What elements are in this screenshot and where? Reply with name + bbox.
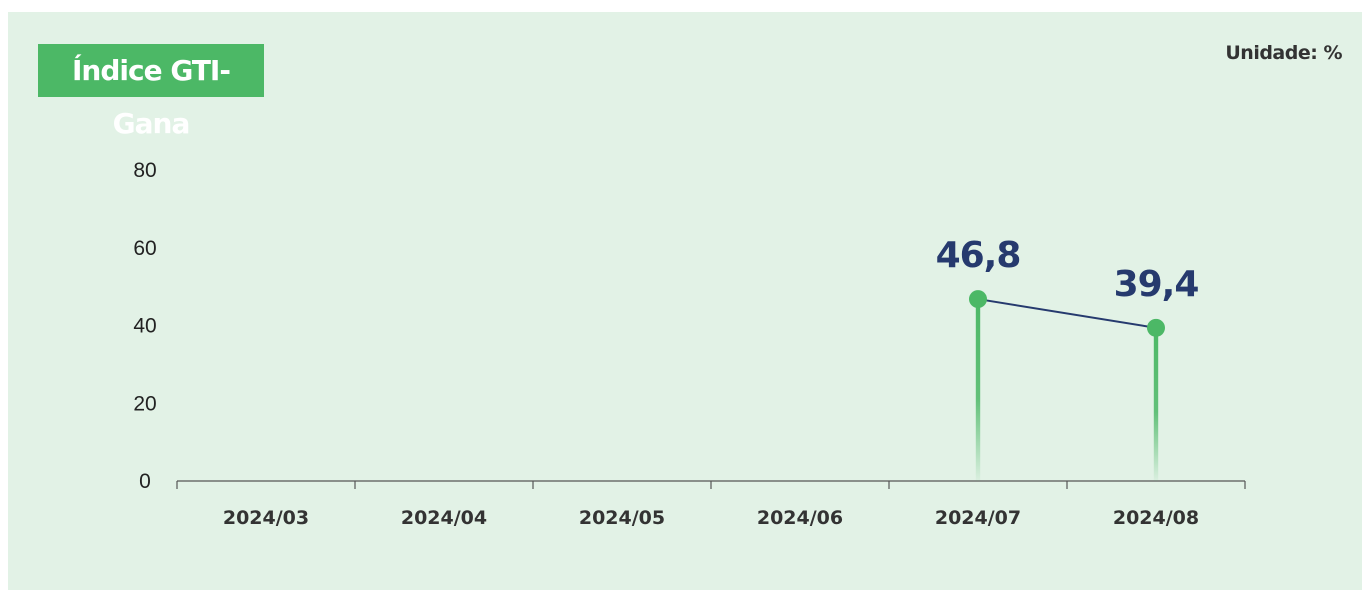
data-label: 46,8 <box>936 235 1021 276</box>
x-tick-label: 2024/04 <box>401 507 487 529</box>
x-tick-label: 2024/05 <box>579 507 665 529</box>
x-tick-label: 2024/06 <box>757 507 843 529</box>
data-stem <box>975 299 981 481</box>
x-tick-label: 2024/08 <box>1113 507 1199 529</box>
data-point <box>969 290 987 309</box>
chart-panel <box>8 12 1362 590</box>
chart-title: Índice GTI-Gana <box>38 44 264 140</box>
data-stem <box>1153 327 1159 481</box>
y-tick-label: 80 <box>133 159 156 182</box>
series-line <box>977 298 1157 329</box>
unit-label: Unidade: % <box>1225 42 1342 64</box>
y-tick-label: 60 <box>133 237 156 260</box>
x-tick-label: 2024/03 <box>223 507 309 529</box>
y-tick-label: 0 <box>139 470 151 493</box>
x-tick-label: 2024/07 <box>935 507 1021 529</box>
y-tick-label: 20 <box>133 392 156 415</box>
y-tick-label: 40 <box>133 315 156 338</box>
data-point <box>1147 318 1165 337</box>
data-label: 39,4 <box>1114 264 1199 305</box>
